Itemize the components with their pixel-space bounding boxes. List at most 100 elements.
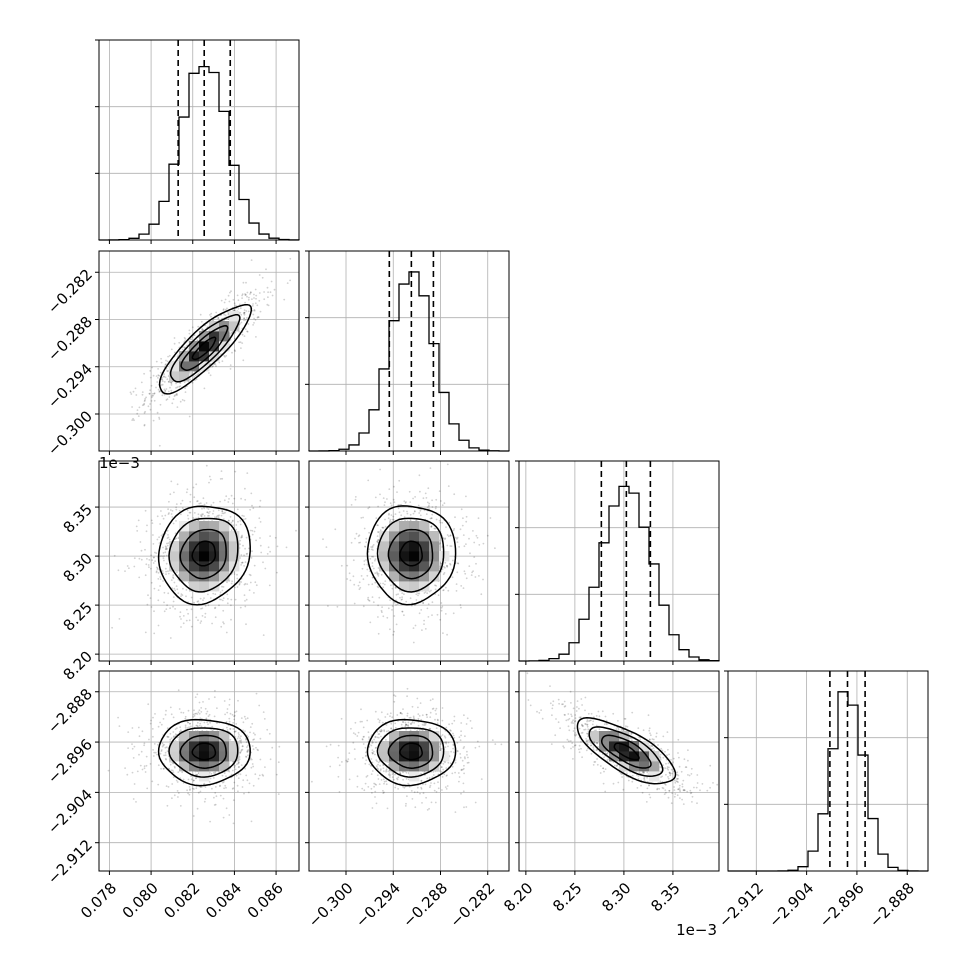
- panel-1-0-point-161: [242, 312, 245, 315]
- panel-2-1-point-847: [472, 570, 474, 572]
- panel-3-0-point-24: [258, 704, 261, 707]
- panel-2-1-density-10-7: [409, 581, 420, 592]
- panel-1-0-point-184: [132, 390, 135, 393]
- panel-2-1-point-113: [383, 583, 386, 586]
- panel-2-0-point-362: [251, 533, 254, 536]
- panel-3-1-point-53: [406, 695, 408, 698]
- panel-1-0-point-801: [239, 341, 242, 344]
- panel-3-0-point-591: [195, 724, 198, 727]
- panel-3-0-point-151: [195, 787, 198, 790]
- panel-3-1-point-473: [363, 735, 365, 738]
- panel-3-0-point-739: [253, 738, 256, 741]
- panel-2-0-point-154: [197, 602, 200, 605]
- panel-3-0-point-358: [221, 774, 224, 777]
- panel-2-1-point-257: [402, 510, 405, 512]
- panel-3-1-point-616: [359, 720, 362, 723]
- panel-3-1-point-838: [444, 761, 446, 764]
- panel-2-0-point-882: [220, 514, 223, 517]
- panel-3-0-point-860: [245, 755, 247, 758]
- panel-2-1-point-323: [391, 605, 394, 607]
- panel-2-1-point-804: [418, 612, 421, 615]
- panel-2-0-point-535: [209, 597, 212, 599]
- panel-1-0-point-232: [252, 303, 254, 305]
- panel-3-1-point-12: [444, 786, 447, 788]
- panel-2-0-point-43: [153, 556, 156, 559]
- panel-1-0-point-441: [253, 293, 255, 296]
- panel-1-0-point-730: [184, 338, 187, 340]
- panel-3-0-point-599: [194, 696, 197, 698]
- panel-2-0-point-717: [201, 513, 203, 516]
- panel-2-1-point-332: [336, 605, 339, 608]
- panel-3-1-point-24: [446, 785, 449, 787]
- panel-1-0-density-11-12: [209, 321, 220, 332]
- panel-3-1-point-383: [445, 767, 448, 769]
- panel-1-0-point-893: [196, 373, 199, 376]
- panel-3-0-point-444: [214, 803, 217, 806]
- panel-2-0-point-860: [244, 517, 247, 520]
- panel-2-1-point-38: [376, 541, 379, 544]
- panel-3-1-point-221: [377, 733, 380, 735]
- panel-3-2-point-5: [572, 730, 575, 732]
- panel-2-0-point-873: [145, 530, 148, 533]
- panel-1-0-point-420: [234, 304, 237, 307]
- panel-2-0-point-352: [222, 621, 225, 623]
- panel-3-2-point-238: [570, 715, 573, 718]
- panel-3-1-point-749: [354, 758, 356, 760]
- panel-3-1-point-669: [356, 775, 359, 778]
- panel-2-0-point-395: [176, 588, 179, 591]
- panel-2-0-point-321: [195, 616, 198, 619]
- panel-2-1-point-276: [486, 534, 489, 537]
- panel-1-0-point-664: [241, 293, 244, 296]
- panel-3-2-point-268: [676, 794, 679, 797]
- panel-2-0-point-703: [170, 579, 173, 581]
- panel-3-0-point-115: [264, 766, 266, 768]
- panel-2-1-point-801: [403, 593, 405, 596]
- panel-2-0-point-812: [170, 480, 173, 483]
- panel-2-0-point-730: [220, 625, 223, 628]
- panel-1-0-point-243: [140, 381, 143, 384]
- panel-3-1-point-575: [462, 782, 465, 785]
- panel-3-1-point-135: [407, 724, 409, 727]
- panel-2-0-point-543: [186, 608, 188, 611]
- panel-3-0-point-755: [219, 784, 222, 787]
- panel-3-1-point-493: [380, 779, 383, 781]
- panel-3-0-point-681: [243, 792, 245, 795]
- panel-3-1-point-106: [459, 756, 462, 759]
- panel-2-0-point-3: [167, 534, 169, 536]
- panel-1-0-point-562: [251, 298, 253, 301]
- panel-3-0-point-642: [143, 742, 146, 745]
- panel-2-1-point-704: [372, 544, 375, 546]
- panel-1-0-point-89: [254, 302, 257, 305]
- panel-2-1-point-576: [391, 609, 393, 611]
- panel-3-1-point-795: [441, 734, 444, 736]
- panel-2-1-point-695: [377, 524, 379, 527]
- panel-3-0-point-692: [197, 791, 200, 794]
- panel-3-0-point-133: [237, 732, 240, 734]
- panel-2-0-point-776: [153, 610, 155, 613]
- panel-2-0-density-12-13: [219, 521, 230, 532]
- panel-2-1-point-110: [412, 497, 414, 500]
- panel-3-0-point-828: [166, 804, 169, 807]
- panel-3-1-point-268: [459, 753, 462, 755]
- panel-2-0-point-333: [295, 529, 297, 532]
- panel-3-1-point-453: [372, 750, 375, 753]
- panel-3-2-point-45: [646, 776, 648, 779]
- panel-3-0-point-201: [247, 754, 249, 757]
- panel-3-0-point-613: [176, 781, 179, 783]
- panel-3-0-point-423: [131, 747, 134, 750]
- panel-3-1-point-824: [404, 725, 407, 728]
- panel-2-1-point-387: [365, 537, 368, 540]
- panel-1-0-point-336: [177, 354, 180, 357]
- panel-2-1-point-772: [354, 498, 357, 501]
- panel-3-0-point-50: [237, 777, 240, 780]
- panel-3-0-point-338: [237, 761, 240, 764]
- panel-2-0-point-571: [239, 543, 241, 546]
- panel-1-0-point-111: [172, 398, 175, 401]
- panel-2-0-point-660: [178, 509, 181, 512]
- panel-3-1-point-417: [367, 731, 370, 734]
- panel-2-0-density-8-10: [179, 551, 190, 562]
- panel-3-0-point-298: [229, 738, 232, 741]
- panel-3-2-point-37: [598, 728, 601, 731]
- panel-2-1-point-227: [404, 519, 406, 522]
- panel-2-1-point-705: [434, 507, 437, 510]
